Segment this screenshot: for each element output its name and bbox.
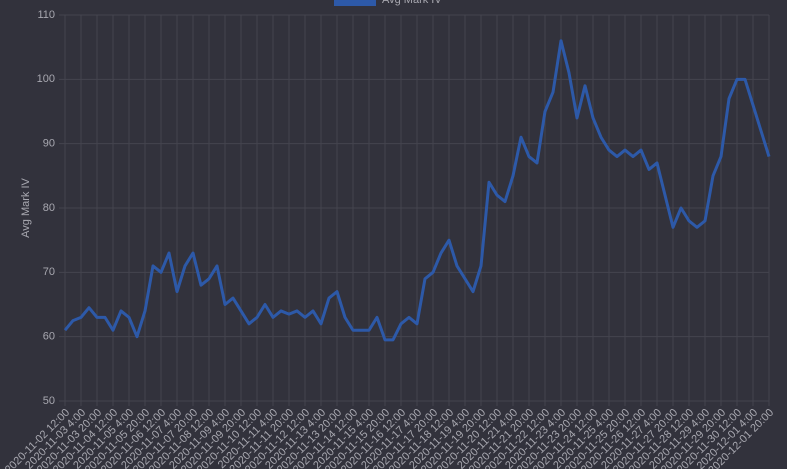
y-tick-label: 50 (43, 395, 55, 407)
data-line (63, 39, 771, 342)
y-tick-label: 100 (37, 73, 55, 85)
y-tick-label: 60 (43, 331, 55, 343)
y-tick-label: 70 (43, 266, 55, 278)
y-tick-label: 80 (43, 202, 55, 214)
legend-label: Avg Mark IV (382, 0, 442, 6)
legend-swatch (334, 0, 376, 6)
y-tick-label: 110 (37, 9, 55, 21)
y-tick-label: 90 (43, 138, 55, 150)
legend-item: Avg Mark IV (334, 0, 442, 6)
y-axis-label: Avg Mark IV (20, 177, 32, 237)
